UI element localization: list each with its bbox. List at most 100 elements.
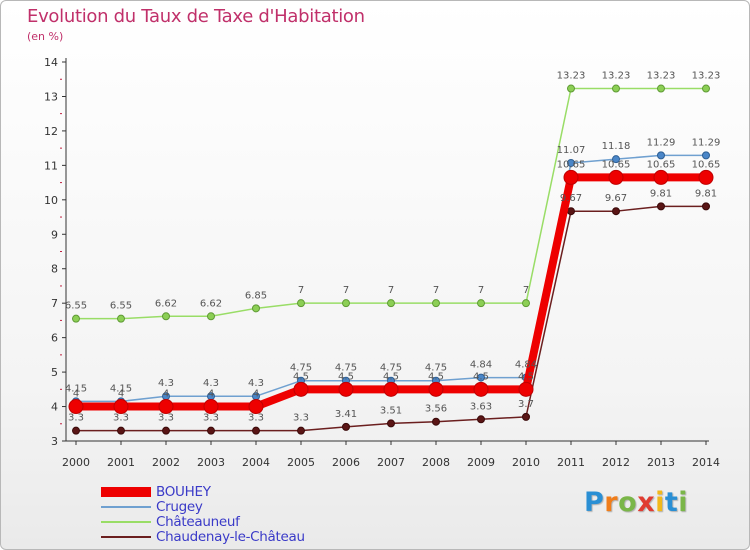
data-label-chaudenay-le-ch-teau: 3.63 (470, 401, 492, 412)
y-tick-label: 8 (51, 263, 58, 276)
data-label-crugey: 4.75 (380, 363, 402, 374)
data-point-crugey (567, 158, 575, 167)
data-label-bouhey: 10.65 (557, 159, 586, 170)
data-label-crugey: 4.75 (290, 363, 312, 374)
data-label-ch-teauneuf: 6.55 (65, 301, 87, 312)
data-label-ch-teauneuf: 6.85 (245, 290, 267, 301)
y-tick-label: 9 (51, 228, 58, 241)
data-point-bouhey (293, 381, 309, 397)
data-point-ch-teauneuf (522, 299, 530, 308)
data-label-crugey: 11.29 (647, 137, 676, 148)
data-label-ch-teauneuf: 7 (298, 285, 304, 296)
data-point-bouhey (428, 381, 444, 397)
data-label-bouhey: 4 (118, 389, 124, 400)
legend-label-chaudenay: Chaudenay-le-Château (156, 529, 305, 545)
data-point-ch-teauneuf (567, 84, 575, 93)
x-tick-label: 2004 (242, 456, 270, 469)
data-label-chaudenay-le-ch-teau: 3.3 (68, 413, 84, 424)
data-label-crugey: 4.3 (248, 378, 264, 389)
data-point-ch-teauneuf (477, 299, 485, 308)
data-label-ch-teauneuf: 6.62 (200, 298, 222, 309)
data-label-crugey: 11.29 (692, 137, 721, 148)
logo-letter: t (664, 487, 679, 518)
data-point-bouhey (473, 381, 489, 397)
x-tick-label: 2009 (467, 456, 495, 469)
data-point-chaudenay-le-ch-teau (432, 417, 440, 426)
data-point-bouhey (563, 169, 579, 185)
data-label-crugey: 4.15 (65, 383, 87, 394)
data-point-chaudenay-le-ch-teau (162, 426, 170, 435)
data-label-chaudenay-le-ch-teau: 9.67 (605, 193, 627, 204)
data-point-ch-teauneuf (702, 84, 710, 93)
data-point-ch-teauneuf (117, 314, 125, 323)
x-tick-label: 2008 (422, 456, 450, 469)
data-point-bouhey (338, 381, 354, 397)
data-label-ch-teauneuf: 13.23 (647, 71, 676, 82)
data-point-chaudenay-le-ch-teau (342, 422, 350, 431)
y-tick-label: 12 (44, 125, 58, 138)
data-point-bouhey (203, 399, 219, 415)
data-label-chaudenay-le-ch-teau: 3.7 (518, 399, 534, 410)
data-label-crugey: 4.75 (425, 363, 447, 374)
data-label-ch-teauneuf: 13.23 (557, 71, 586, 82)
data-point-ch-teauneuf (297, 299, 305, 308)
data-label-bouhey: 4 (73, 389, 79, 400)
y-tick-label: 11 (44, 159, 58, 172)
y-tick-label: 7 (51, 297, 58, 310)
data-point-crugey (702, 151, 710, 160)
data-label-chaudenay-le-ch-teau: 9.67 (560, 193, 582, 204)
data-label-chaudenay-le-ch-teau: 9.81 (650, 188, 672, 199)
data-point-ch-teauneuf (252, 304, 260, 313)
x-tick-label: 2012 (602, 456, 630, 469)
data-label-chaudenay-le-ch-teau: 3.3 (158, 413, 174, 424)
y-tick-label: 3 (51, 435, 58, 448)
y-tick-label: 10 (44, 194, 58, 207)
data-point-ch-teauneuf (432, 299, 440, 308)
logo-letter: P (584, 487, 605, 518)
data-point-crugey (657, 151, 665, 160)
data-label-ch-teauneuf: 7 (388, 285, 394, 296)
data-point-bouhey (158, 399, 174, 415)
data-label-bouhey: 4.5 (518, 371, 534, 382)
data-point-ch-teauneuf (342, 299, 350, 308)
data-label-bouhey: 4.5 (338, 371, 354, 382)
y-tick-label: 14 (44, 56, 58, 69)
data-point-bouhey (608, 169, 624, 185)
data-label-crugey: 4.3 (158, 378, 174, 389)
data-label-chaudenay-le-ch-teau: 3.3 (203, 413, 219, 424)
legend-swatch-bouhey (101, 487, 151, 497)
data-point-bouhey (248, 399, 264, 415)
data-label-ch-teauneuf: 7 (433, 285, 439, 296)
logo-letter: r (604, 487, 619, 518)
data-point-bouhey (518, 381, 534, 397)
legend-swatch-crugey (101, 506, 151, 508)
data-label-bouhey: 4 (208, 389, 214, 400)
data-point-chaudenay-le-ch-teau (117, 426, 125, 435)
legend-label-chateauneuf: Châteauneuf (156, 514, 240, 530)
data-point-ch-teauneuf (612, 84, 620, 93)
chart-title: Evolution du Taux de Taxe d'Habitation (27, 6, 365, 27)
legend-label-bouhey: BOUHEY (156, 484, 211, 500)
logo-letter: i (678, 487, 689, 518)
data-point-bouhey (113, 399, 129, 415)
x-tick-label: 2005 (287, 456, 315, 469)
data-point-chaudenay-le-ch-teau (612, 207, 620, 216)
y-tick-label: 5 (51, 366, 58, 379)
data-label-bouhey: 10.65 (647, 159, 676, 170)
data-label-ch-teauneuf: 7 (523, 285, 529, 296)
data-label-bouhey: 4 (163, 389, 169, 400)
logo-letter: i (655, 487, 665, 518)
data-point-crugey (612, 155, 620, 164)
data-point-chaudenay-le-ch-teau (252, 426, 260, 435)
data-label-chaudenay-le-ch-teau: 3.3 (293, 413, 309, 424)
data-point-chaudenay-le-ch-teau (702, 202, 710, 211)
data-label-ch-teauneuf: 13.23 (602, 71, 631, 82)
y-tick-label: 6 (51, 332, 58, 345)
data-point-chaudenay-le-ch-teau (477, 415, 485, 424)
data-label-chaudenay-le-ch-teau: 3.3 (113, 413, 129, 424)
x-tick-label: 2000 (62, 456, 90, 469)
data-point-bouhey (68, 399, 84, 415)
data-label-bouhey: 4 (253, 389, 259, 400)
data-point-ch-teauneuf (162, 312, 170, 321)
